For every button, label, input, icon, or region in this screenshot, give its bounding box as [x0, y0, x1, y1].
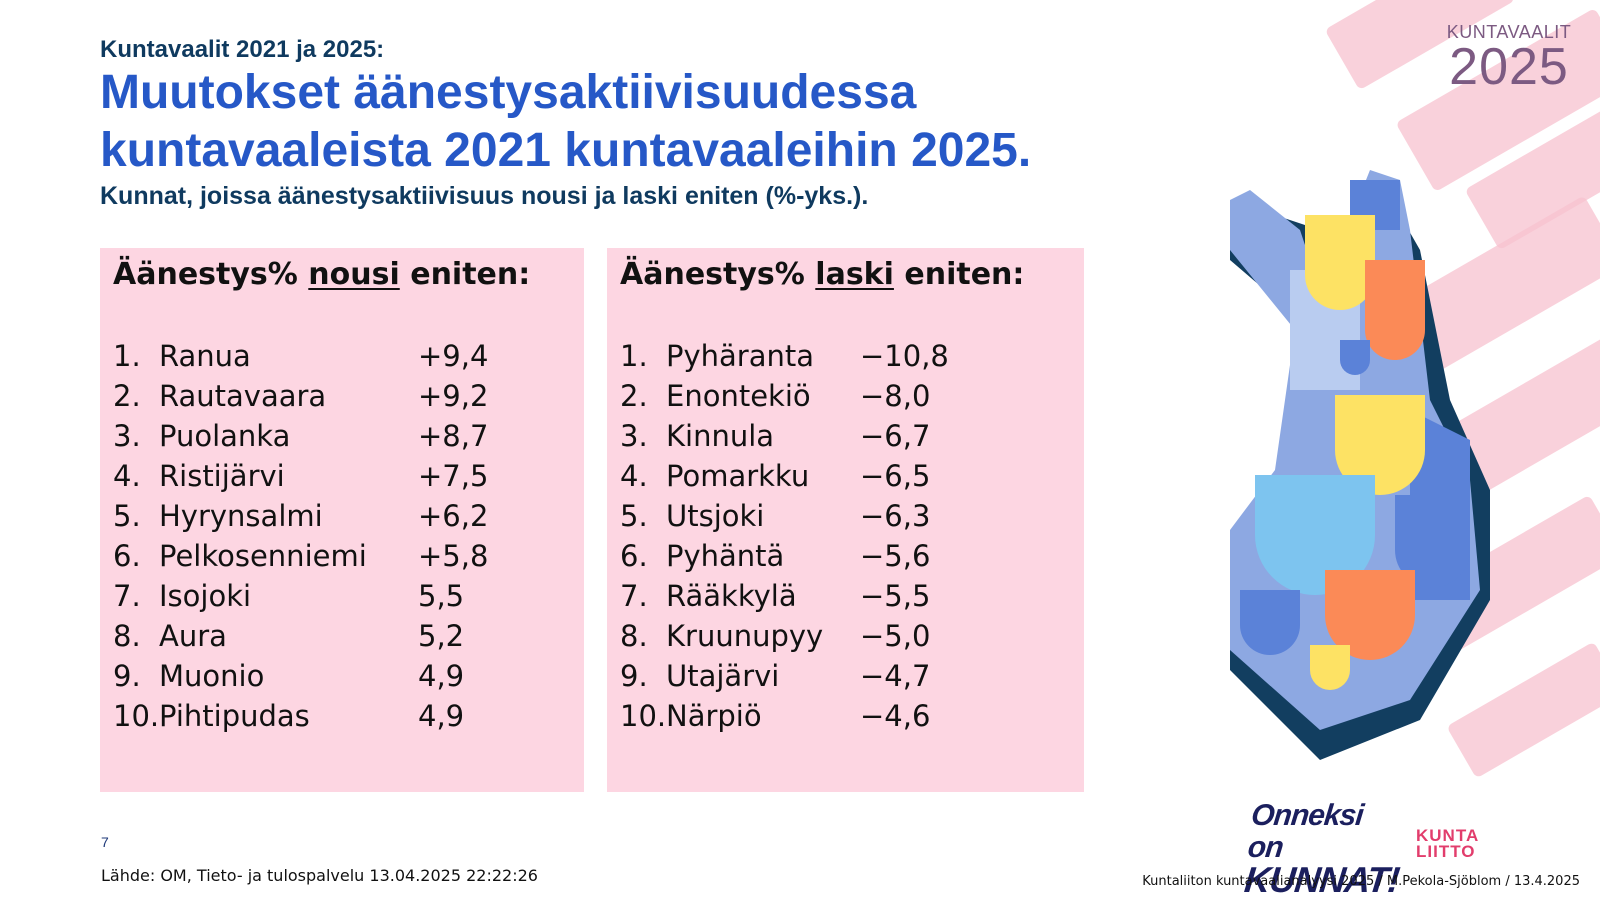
page-subtitle: Kunnat, joissa äänestysaktiivisuus nousi…	[100, 182, 869, 210]
municipality-name: Närpiö	[666, 699, 762, 733]
page-title: Muutokset äänestysaktiivisuudessa kuntav…	[100, 64, 1031, 180]
kuntavaalit-logo-word: KUNTAVAALIT	[1446, 22, 1572, 42]
municipality-name: Pelkosenniemi	[159, 539, 367, 573]
kuntavaalit-logo-year: 2025	[1449, 38, 1569, 96]
rank: 8.	[113, 619, 141, 653]
municipality-name: Kinnula	[666, 419, 775, 453]
rank: 6.	[620, 539, 648, 573]
change-value: 4,9	[418, 699, 465, 733]
kuntaliitto-logo: KUNTA LIITTO	[1416, 826, 1480, 861]
decrease-heading-prefix: Äänestys%	[620, 257, 805, 292]
rank: 1.	[113, 339, 141, 373]
change-value: −6,5	[860, 459, 931, 493]
slogan-line-1: Onneksi on	[1246, 799, 1365, 864]
rank: 5.	[620, 499, 648, 533]
rank: 3.	[620, 419, 648, 453]
change-value: −5,6	[860, 539, 931, 573]
change-value: −10,8	[860, 339, 949, 373]
municipality-name: Pomarkku	[666, 459, 810, 493]
kuntaliitto-logo-line-1: KUNTA	[1416, 826, 1480, 845]
change-value: +7,5	[418, 459, 489, 493]
rank: 5.	[113, 499, 141, 533]
change-value: 5,5	[418, 579, 465, 613]
municipality-name: Hyrynsalmi	[159, 499, 323, 533]
rank: 7.	[620, 579, 648, 613]
change-value: +6,2	[418, 499, 489, 533]
kuntaliitto-logo-line-2: LIITTO	[1416, 842, 1476, 861]
increase-panel-heading: Äänestys% nousi eniten:	[113, 257, 530, 292]
rank: 2.	[113, 379, 141, 413]
increase-heading-suffix: eniten:	[410, 257, 531, 292]
municipality-name: Isojoki	[159, 579, 252, 613]
decrease-heading-key: laski	[815, 257, 894, 292]
change-value: +5,8	[418, 539, 489, 573]
change-value: −4,6	[860, 699, 931, 733]
footer-credit: Kuntaliiton kuntavaalianalyysi 2025 / M.…	[1142, 874, 1580, 889]
rank: 6.	[113, 539, 141, 573]
municipality-name: Muonio	[159, 659, 265, 693]
municipality-name: Kruunupyy	[666, 619, 824, 653]
rank: 4.	[620, 459, 648, 493]
rank: 2.	[620, 379, 648, 413]
kuntavaalit-2025-logo: KUNTAVAALIT 2025	[1444, 22, 1574, 93]
municipality-name: Ristijärvi	[159, 459, 285, 493]
decrease-panel: Äänestys% laski eniten: 1. Pyhäranta −10,8…	[607, 248, 1084, 792]
change-value: −4,7	[860, 659, 931, 693]
rank: 3.	[113, 419, 141, 453]
rank: 9.	[113, 659, 141, 693]
change-value: −6,7	[860, 419, 931, 453]
map-shapes	[1240, 215, 1470, 690]
rank: 4.	[113, 459, 141, 493]
change-value: −6,3	[860, 499, 931, 533]
municipality-name: Aura	[159, 619, 227, 653]
rank: 8.	[620, 619, 648, 653]
municipality-name: Pyhäntä	[666, 539, 785, 573]
rank: 9.	[620, 659, 648, 693]
header-kicker: Kuntavaalit 2021 ja 2025:	[100, 36, 385, 63]
finland-map-illustration	[1230, 170, 1490, 760]
increase-panel: Äänestys% nousi eniten: 1. Ranua +9,4 2. Ra…	[100, 248, 584, 792]
municipality-name: Enontekiö	[666, 379, 811, 413]
rank: 7.	[113, 579, 141, 613]
change-value: +9,2	[418, 379, 489, 413]
change-value: −5,5	[860, 579, 931, 613]
rank: 1.	[620, 339, 648, 373]
decrease-panel-heading: Äänestys% laski eniten:	[620, 257, 1024, 292]
decrease-heading-suffix: eniten:	[904, 257, 1025, 292]
change-value: 4,9	[418, 659, 465, 693]
rank: 10.	[620, 699, 667, 733]
municipality-name: Puolanka	[159, 419, 291, 453]
page-title-line-1: Muutokset äänestysaktiivisuudessa	[100, 66, 917, 119]
page-title-line-2: kuntavaaleista 2021 kuntavaaleihin 2025.	[100, 124, 1032, 177]
increase-heading-prefix: Äänestys%	[113, 257, 298, 292]
municipality-name: Pyhäranta	[666, 339, 815, 373]
change-value: 5,2	[418, 619, 465, 653]
change-value: +8,7	[418, 419, 489, 453]
municipality-name: Rautavaara	[159, 379, 327, 413]
change-value: −5,0	[860, 619, 931, 653]
municipality-name: Utsjoki	[666, 499, 765, 533]
source-note: Lähde: OM, Tieto- ja tulospalvelu 13.04.…	[101, 866, 538, 885]
municipality-name: Utajärvi	[666, 659, 780, 693]
change-value: +9,4	[418, 339, 489, 373]
municipality-name: Pihtipudas	[159, 699, 310, 733]
increase-heading-key: nousi	[308, 257, 400, 292]
change-value: −8,0	[860, 379, 931, 413]
municipality-name: Ranua	[159, 339, 251, 373]
municipality-name: Rääkkylä	[666, 579, 797, 613]
slide-number: 7	[101, 834, 109, 850]
rank: 10.	[113, 699, 160, 733]
